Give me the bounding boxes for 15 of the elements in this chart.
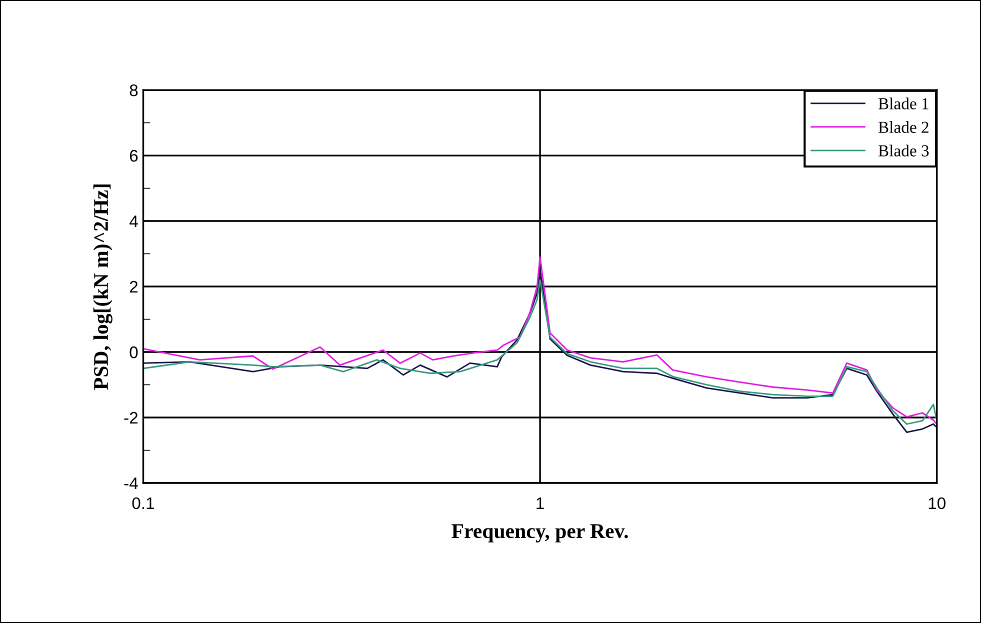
x-tick-label: 10 — [928, 497, 946, 510]
y-tick-label: 8 — [130, 84, 138, 96]
y-tick-label: 4 — [129, 216, 138, 228]
y-tick-label: 0 — [130, 346, 138, 358]
y-tick-label: 6 — [130, 150, 138, 162]
legend-label: Blade 2 — [878, 121, 928, 133]
x-tick-label: 1 — [536, 498, 544, 509]
x-axis-title: Frequency, per Rev. — [452, 524, 628, 542]
y-tick-label: -4 — [124, 478, 138, 490]
y-axis-title: PSD, log[(kN m)^2/Hz] — [93, 184, 112, 390]
y-tick-label: -2 — [124, 412, 138, 424]
legend-label: Blade 3 — [878, 144, 929, 156]
x-tick-label: 0.1 — [132, 497, 154, 510]
y-tick-label: 2 — [130, 280, 138, 293]
legend-label: Blade 1 — [878, 98, 928, 110]
